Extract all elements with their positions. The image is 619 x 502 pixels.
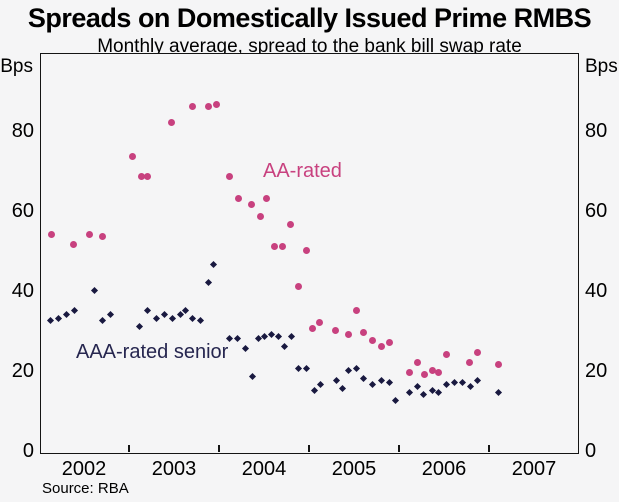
data-point-aa xyxy=(271,242,279,250)
data-point-aa xyxy=(420,370,428,378)
data-point-aa xyxy=(443,350,451,358)
data-point-aa xyxy=(144,172,152,180)
data-point-aa xyxy=(167,118,175,126)
data-point-aa xyxy=(435,368,443,376)
y-label-left-60: 60 xyxy=(11,200,34,222)
data-point-aa xyxy=(377,342,385,350)
data-point-aa xyxy=(247,200,255,208)
data-point-aa xyxy=(263,194,271,202)
data-point-aa xyxy=(302,246,310,254)
data-point-aa xyxy=(212,100,220,108)
data-point-aa xyxy=(138,172,146,180)
y-label-left-80: 80 xyxy=(11,120,34,142)
data-point-aa xyxy=(235,194,243,202)
data-point-aa xyxy=(353,306,361,314)
data-point-aa xyxy=(465,358,473,366)
x-label-2003: 2003 xyxy=(151,458,197,480)
plot-frame xyxy=(40,53,579,454)
data-point-aa xyxy=(294,282,302,290)
data-point-aa xyxy=(495,360,503,368)
x-label-2006: 2006 xyxy=(421,458,467,480)
series-label-aaa-rated-senior: AAA-rated senior xyxy=(76,341,229,363)
data-point-aa xyxy=(428,366,436,374)
data-point-aa xyxy=(345,330,353,338)
chart-title: Spreads on Domestically Issued Prime RMB… xyxy=(27,3,592,33)
data-point-aa xyxy=(286,220,294,228)
x-tick-2007 xyxy=(488,445,490,452)
y-label-right-0: 0 xyxy=(585,440,597,462)
y-label-right-80: 80 xyxy=(585,120,608,142)
data-point-aa xyxy=(48,230,56,238)
data-point-aa xyxy=(316,318,324,326)
y-label-right-40: 40 xyxy=(585,280,608,302)
data-point-aa xyxy=(406,368,414,376)
data-point-aa xyxy=(204,102,212,110)
data-point-aa xyxy=(189,102,197,110)
y-label-left-20: 20 xyxy=(11,360,34,382)
x-tick-2006 xyxy=(398,445,400,452)
data-point-aa xyxy=(473,348,481,356)
series-label-aa-rated: AA-rated xyxy=(263,160,342,182)
data-point-aa xyxy=(99,232,107,240)
y-label-right-20: 20 xyxy=(585,360,608,382)
y-label-left-40: 40 xyxy=(11,280,34,302)
data-point-aa xyxy=(414,358,422,366)
data-point-aa xyxy=(69,240,77,248)
data-point-aa xyxy=(331,326,339,334)
data-point-aa xyxy=(256,212,264,220)
data-point-aa xyxy=(85,230,93,238)
x-label-2007: 2007 xyxy=(511,458,557,480)
x-tick-2005 xyxy=(308,445,310,452)
source-note: Source: RBA xyxy=(42,480,129,497)
y-axis-unit-right: Bps xyxy=(585,56,618,77)
data-point-aa xyxy=(368,336,376,344)
x-label-2002: 2002 xyxy=(61,458,107,480)
y-axis-unit-left: Bps xyxy=(0,56,33,77)
y-label-left-0: 0 xyxy=(22,440,34,462)
x-tick-2004 xyxy=(218,445,220,452)
data-point-aa xyxy=(226,172,234,180)
y-label-right-60: 60 xyxy=(585,200,608,222)
data-point-aa xyxy=(279,242,287,250)
data-point-aa xyxy=(360,328,368,336)
x-tick-2003 xyxy=(128,445,130,452)
data-point-aa xyxy=(309,324,317,332)
data-point-aa xyxy=(129,152,137,160)
data-point-aa xyxy=(385,338,393,346)
chart-subtitle: Monthly average, spread to the bank bill… xyxy=(97,36,522,57)
x-label-2005: 2005 xyxy=(331,458,377,480)
x-label-2004: 2004 xyxy=(241,458,287,480)
